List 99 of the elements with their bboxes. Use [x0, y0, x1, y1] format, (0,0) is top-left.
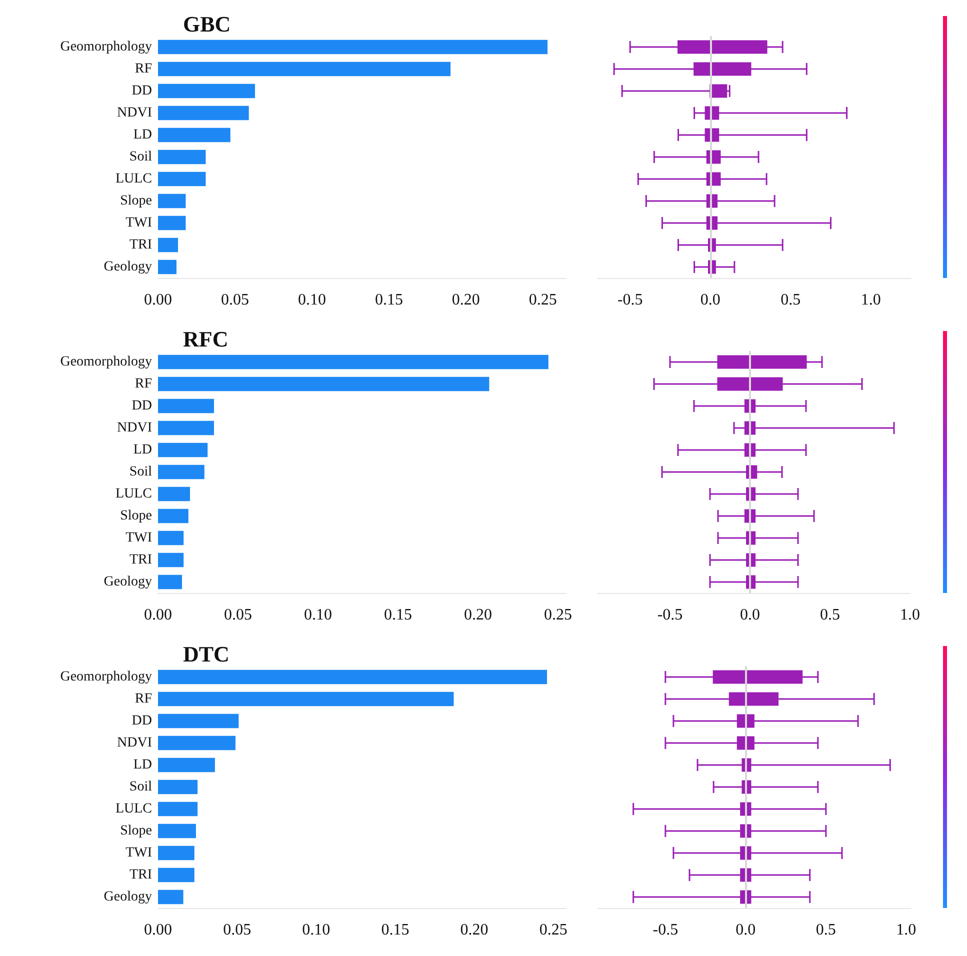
- x-tick-label: 0.5: [780, 292, 801, 308]
- y-tick-label: TWI: [126, 846, 152, 860]
- y-tick-label: RF: [134, 692, 152, 706]
- y-tick-label: TRI: [129, 868, 152, 882]
- bar: [158, 824, 196, 838]
- bar: [158, 868, 194, 882]
- x-tick-label: 0.05: [223, 922, 252, 938]
- bar: [158, 486, 190, 502]
- x-tick-label: 0.0: [740, 606, 760, 624]
- bar: [158, 670, 548, 684]
- bar: [158, 736, 236, 750]
- x-tick-label: 0.00: [144, 606, 172, 624]
- x-tick-label: -0.5: [652, 922, 678, 938]
- y-tick-label: Soil: [129, 150, 152, 164]
- y-tick-label: Geology: [104, 260, 152, 274]
- y-tick-label: NDVI: [117, 106, 152, 120]
- x-tick-label: 1.0: [896, 922, 916, 938]
- bar: [158, 802, 198, 816]
- x-tick-label: 0.15: [381, 922, 410, 938]
- bar: [158, 150, 206, 164]
- x-tick-label: 0.5: [820, 606, 840, 624]
- bar: [158, 260, 176, 274]
- y-tick-label: TWI: [126, 216, 152, 230]
- x-tick-label: 0.00: [144, 922, 172, 938]
- bar: [158, 890, 184, 904]
- y-tick-label: Soil: [129, 780, 152, 794]
- bar: [158, 464, 204, 480]
- y-tick-label: DD: [132, 84, 152, 98]
- x-tick-label: 0.10: [304, 606, 332, 624]
- y-tick-label: Geology: [104, 890, 152, 904]
- x-tick-label: 0.00: [144, 292, 172, 308]
- bar: [158, 398, 214, 414]
- x-tick-label: 0.5: [816, 922, 836, 938]
- bar: [158, 238, 178, 252]
- x-tick-label: 0.20: [452, 292, 480, 308]
- y-tick-label: Geology: [104, 574, 152, 590]
- x-tick-label: 0.15: [374, 292, 403, 308]
- bar: [158, 216, 186, 230]
- y-tick-label: LD: [133, 442, 152, 458]
- y-tick-label: Slope: [120, 194, 152, 208]
- y-tick-label: Geomorphology: [60, 40, 152, 54]
- chart-title: GBC: [183, 12, 231, 36]
- y-tick-label: NDVI: [117, 736, 152, 750]
- bar: [158, 530, 184, 546]
- y-tick-label: Soil: [129, 464, 152, 480]
- y-tick-label: TRI: [129, 238, 152, 252]
- bar: [158, 62, 451, 76]
- bar: [158, 846, 194, 860]
- y-tick-label: TWI: [126, 530, 152, 546]
- bar: [158, 442, 208, 458]
- bar: [158, 552, 184, 568]
- y-tick-label: Slope: [120, 824, 152, 838]
- y-tick-label: RF: [134, 62, 152, 76]
- bar: [158, 692, 454, 706]
- bar: [158, 780, 198, 794]
- chart-title: DTC: [183, 642, 230, 666]
- x-tick-label: -0.5: [617, 292, 643, 308]
- x-tick-label: 0.25: [544, 606, 572, 624]
- bar: [158, 758, 215, 772]
- bar: [158, 574, 182, 590]
- bar: [158, 714, 239, 728]
- x-tick-label: 0.20: [460, 922, 488, 938]
- bar: [158, 508, 188, 524]
- x-tick-label: 1.0: [900, 606, 920, 624]
- bar: [158, 84, 255, 98]
- y-tick-label: Geomorphology: [60, 354, 152, 370]
- x-tick-label: 0.05: [224, 606, 252, 624]
- y-tick-label: LD: [133, 758, 152, 772]
- x-tick-label: 0.25: [528, 292, 557, 308]
- bar: [158, 40, 548, 54]
- y-tick-label: NDVI: [117, 420, 152, 436]
- x-tick-label: 0.05: [220, 292, 249, 308]
- x-tick-label: 0.10: [298, 292, 326, 308]
- bar: [158, 420, 214, 436]
- y-tick-label: LD: [133, 128, 152, 142]
- x-tick-label: 0.0: [736, 922, 756, 938]
- y-tick-label: Geomorphology: [60, 670, 152, 684]
- bar: [158, 376, 490, 392]
- x-tick-label: 0.20: [464, 606, 492, 624]
- x-tick-label: 0.0: [700, 292, 720, 308]
- x-tick-label: 0.15: [384, 606, 412, 624]
- bar: [158, 106, 249, 120]
- x-tick-label: -0.5: [657, 606, 683, 624]
- x-tick-label: 0.25: [539, 922, 568, 938]
- y-tick-label: DD: [132, 398, 152, 414]
- y-tick-label: LULC: [115, 172, 152, 186]
- bar: [158, 194, 186, 208]
- chart-title: RFC: [183, 326, 228, 352]
- y-tick-label: LULC: [115, 802, 152, 816]
- bar: [158, 354, 548, 370]
- y-tick-label: RF: [134, 376, 152, 392]
- x-tick-label: 1.0: [860, 292, 881, 308]
- bar: [158, 172, 206, 186]
- bar: [158, 128, 230, 142]
- y-tick-label: TRI: [129, 552, 152, 568]
- x-tick-label: 0.10: [302, 922, 330, 938]
- y-tick-label: DD: [132, 714, 152, 728]
- y-tick-label: Slope: [120, 508, 152, 524]
- y-tick-label: LULC: [115, 486, 152, 502]
